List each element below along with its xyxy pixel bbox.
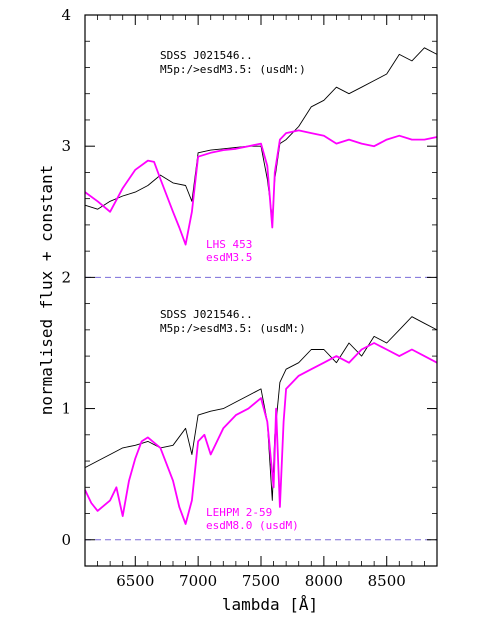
y-tick-label-1: 1 (61, 400, 71, 418)
x-axis-label: lambda [Å] (222, 595, 318, 614)
x-axis: 6500 7000 7500 8000 8500 (97, 15, 425, 590)
plot-frame (84, 14, 438, 567)
y-tick-label-0: 0 (61, 531, 71, 549)
upper-classification-label: M5p:/>esdM3.5: (usdM:) (160, 63, 306, 76)
lower-comparison-name: LEHPM 2-59 (206, 506, 272, 519)
lower-classification-label: M5p:/>esdM3.5: (usdM:) (160, 322, 306, 335)
x-tick-label-6500: 6500 (116, 572, 154, 590)
lower-comparison-type: esdM8.0 (usdM) (206, 519, 299, 532)
y-tick-label-2: 2 (61, 268, 71, 286)
upper-comparison-name: LHS 453 (206, 238, 252, 251)
lower-object-label: SDSS J021546.. (160, 308, 253, 321)
y-tick-label-4: 4 (61, 6, 71, 24)
y-axis-label: normalised flux + constant (37, 165, 56, 415)
upper-object-label: SDSS J021546.. (160, 49, 253, 62)
x-tick-label-8000: 8000 (305, 572, 343, 590)
x-tick-label-7500: 7500 (242, 572, 280, 590)
y-axis: 0 1 2 3 4 (61, 6, 437, 549)
y-tick-label-3: 3 (61, 137, 71, 155)
panel-1-series-0-line (84, 316, 438, 501)
upper-comparison-type: esdM3.5 (206, 251, 252, 264)
panel-0-series-0-line (84, 47, 438, 219)
x-tick-label-8500: 8500 (368, 572, 406, 590)
reference-lines (85, 276, 437, 541)
panel-1-series-1-line (84, 342, 438, 525)
x-tick-label-7000: 7000 (179, 572, 217, 590)
series-layer (84, 47, 438, 525)
panel-0-series-1-line (84, 129, 438, 246)
